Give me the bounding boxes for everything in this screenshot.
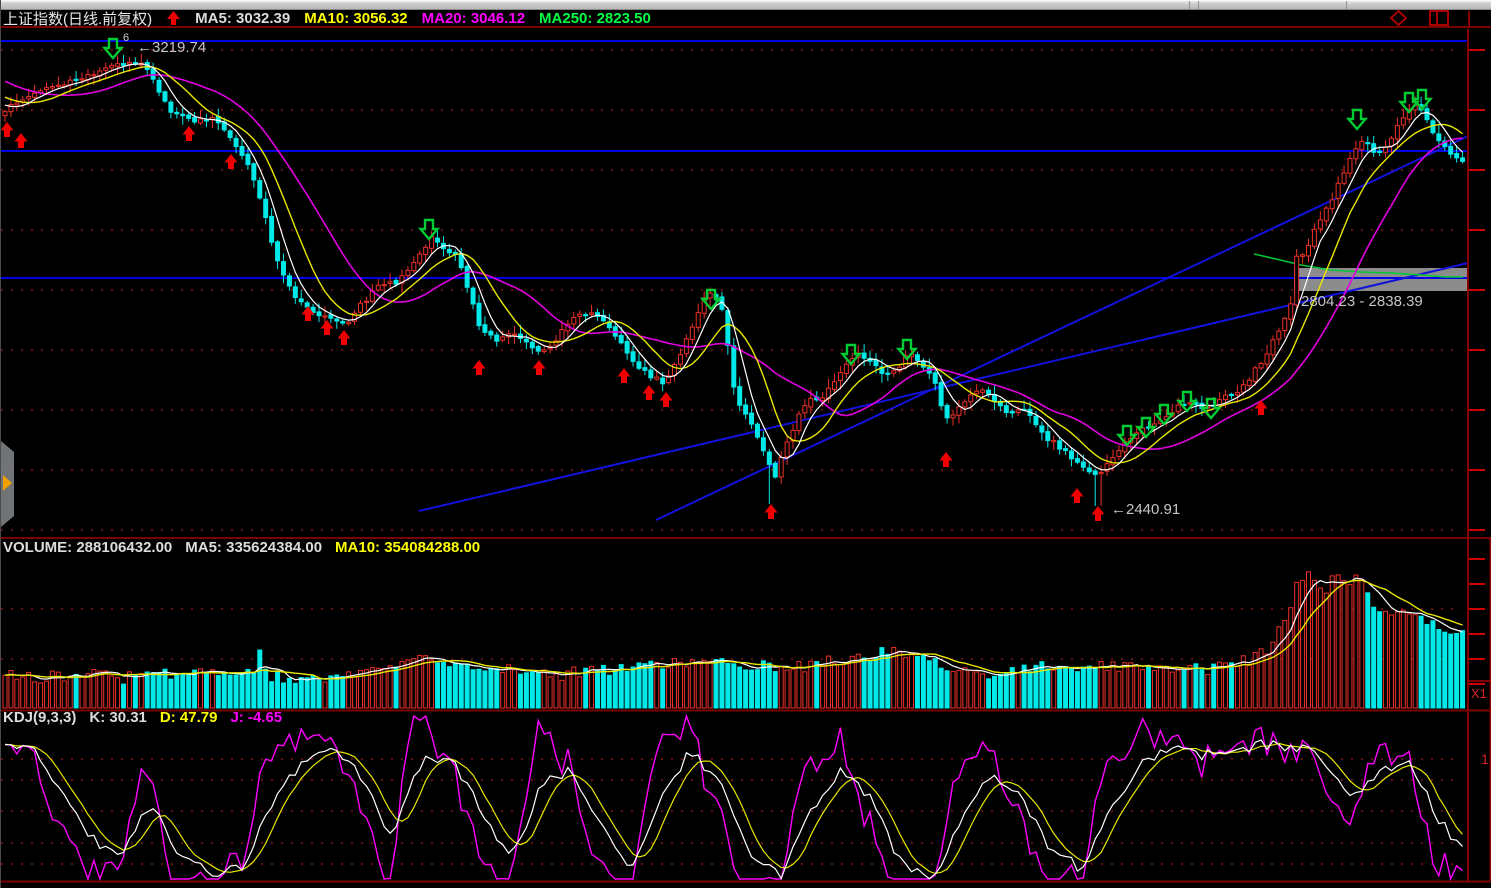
buy-arrow-icon [617, 368, 631, 383]
ma20-line [4, 74, 1463, 451]
price-axis-line [1468, 11, 1470, 28]
ma5-value: MA5: 3032.39 [195, 9, 291, 27]
sell-arrow-icon [1410, 88, 1434, 111]
sell-arrow-icon [1199, 397, 1223, 420]
volume-chart-canvas[interactable]: X1 [1, 537, 1491, 709]
kdj-k-line [4, 739, 1463, 880]
buy-arrow-icon [301, 306, 315, 321]
buy-arrow-icon [472, 360, 486, 375]
buy-arrow-icon [764, 504, 778, 519]
buy-arrow-icon [320, 320, 334, 335]
sell-arrow-icon [101, 37, 125, 60]
kdj-chart-canvas[interactable]: 1 [1, 709, 1491, 888]
diamond-icon[interactable] [1389, 9, 1408, 27]
buy-arrow-icon [182, 126, 196, 141]
peak-price-label: ←3219.74 [137, 39, 206, 56]
kdj-j-line [4, 713, 1463, 882]
sell-arrow-icon [839, 343, 863, 366]
ma5-line [4, 63, 1463, 471]
sell-arrow-icon [1134, 416, 1158, 439]
buy-arrow-icon [939, 452, 953, 467]
split-window-icon[interactable] [1428, 9, 1450, 27]
buy-arrow-icon [1, 122, 14, 137]
low-price-label: ←2440.91 [1111, 501, 1180, 518]
symbol-title: 上证指数(日线.前复权) [3, 10, 153, 28]
titlebar-divider [1346, 1, 1347, 9]
buy-arrow-icon [1254, 400, 1268, 415]
sell-arrow-icon [417, 218, 441, 241]
chart-header-bar: 上证指数(日线.前复权) MA5: 3032.39 MA10: 3056.32 … [1, 10, 1491, 28]
expand-arrow-icon [3, 475, 12, 491]
window-titlebar[interactable] [1, 0, 1491, 10]
sell-arrow-icon [1152, 403, 1176, 426]
gap-range-label: 2804.23 - 2838.39 [1301, 293, 1423, 310]
volume-bars [2, 571, 1466, 709]
buy-arrow-icon [337, 330, 351, 345]
buy-arrow-icon [642, 385, 656, 400]
buy-arrow-icon [1091, 506, 1105, 521]
vol-ma10-line [4, 579, 1463, 680]
buy-arrow-icon [14, 133, 28, 148]
up-arrow-icon [167, 11, 181, 25]
titlebar-divider [1198, 1, 1199, 9]
volume-scale-label: X1 [1471, 686, 1487, 701]
kdj-d-line [4, 742, 1463, 875]
marker-digit: 6 [123, 32, 129, 44]
ma250-value: MA250: 2823.50 [539, 9, 651, 27]
sell-arrow-icon [895, 338, 919, 361]
signal-arrows [1, 37, 1434, 521]
titlebar-divider [1189, 1, 1190, 9]
price-gridlines [1, 49, 1485, 531]
buy-arrow-icon [659, 392, 673, 407]
price-chart-canvas[interactable]: ←3219.74 ←2440.91 2804.23 - 2838.39 6 [1, 29, 1491, 537]
sell-arrow-icon [1175, 390, 1199, 413]
ma20-value: MA20: 3046.12 [421, 9, 526, 27]
sell-arrow-icon [699, 288, 723, 311]
sell-arrow-icon [1115, 424, 1139, 447]
kdj-axis-partial-label: 1 [1481, 751, 1489, 767]
sell-arrow-icon [1345, 108, 1369, 131]
ma10-value: MA10: 3056.32 [304, 9, 408, 27]
buy-arrow-icon [1070, 488, 1084, 503]
buy-arrow-icon [224, 154, 238, 169]
buy-arrow-icon [532, 360, 546, 375]
expand-panel-handle[interactable] [1, 441, 14, 527]
